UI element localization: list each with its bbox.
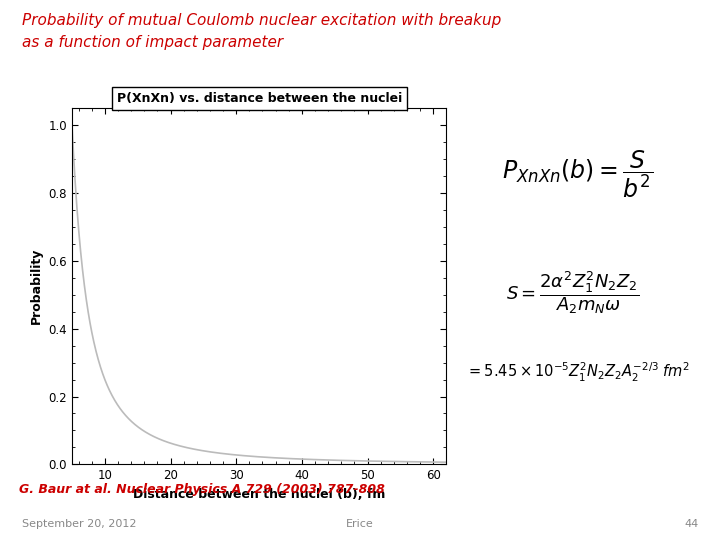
Text: September 20, 2012: September 20, 2012 bbox=[22, 519, 136, 529]
Text: Erice: Erice bbox=[346, 519, 374, 529]
Text: $P_{XnXn}(b) = \dfrac{S}{b^2}$: $P_{XnXn}(b) = \dfrac{S}{b^2}$ bbox=[503, 148, 653, 200]
Text: $S = \dfrac{2\alpha^2 Z_1^2 N_2 Z_2}{A_2 m_N \omega}$: $S = \dfrac{2\alpha^2 Z_1^2 N_2 Z_2}{A_2… bbox=[506, 269, 639, 316]
X-axis label: Distance between the nuclei (b), fm: Distance between the nuclei (b), fm bbox=[133, 488, 385, 501]
Text: as a function of impact parameter: as a function of impact parameter bbox=[22, 35, 283, 50]
Text: G. Baur at al. Nuclear Physics A 729 (2003) 787-808: G. Baur at al. Nuclear Physics A 729 (20… bbox=[19, 483, 384, 496]
Y-axis label: Probability: Probability bbox=[30, 248, 43, 325]
Title: P(XnXn) vs. distance between the nuclei: P(XnXn) vs. distance between the nuclei bbox=[117, 92, 402, 105]
Text: 44: 44 bbox=[684, 519, 698, 529]
Text: $= 5.45\times10^{-5} Z_1^2 N_2 Z_2 A_2^{-2/3}\;fm^2$: $= 5.45\times10^{-5} Z_1^2 N_2 Z_2 A_2^{… bbox=[466, 361, 690, 384]
Text: Probability of mutual Coulomb nuclear excitation with breakup: Probability of mutual Coulomb nuclear ex… bbox=[22, 14, 501, 29]
